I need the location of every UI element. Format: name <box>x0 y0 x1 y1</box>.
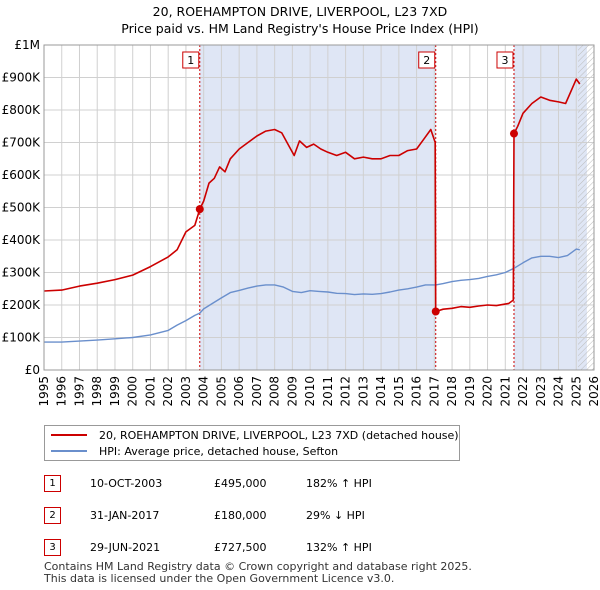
x-tick-label: 2007 <box>250 376 264 407</box>
y-tick-label: £600K <box>2 168 42 182</box>
y-tick-label: £500K <box>2 201 42 215</box>
sale-label-box <box>496 51 514 69</box>
y-tick-label: £400K <box>2 233 42 247</box>
x-tick-label: 2026 <box>587 376 600 407</box>
x-tick-label: 2018 <box>445 376 459 407</box>
x-tick-label: 1998 <box>90 376 104 407</box>
chart-subtitle: Price paid vs. HM Land Registry's House … <box>121 21 479 36</box>
x-tick-label: 2009 <box>285 376 299 407</box>
y-tick-label: £0 <box>25 363 40 377</box>
x-tick-label: 2017 <box>427 376 441 407</box>
sale-price: £180,000 <box>214 509 267 522</box>
sale-date: 10-OCT-2003 <box>90 477 163 490</box>
sale-hpi-change: 29% ↓ HPI <box>306 509 365 522</box>
y-tick-label: £800K <box>2 103 42 117</box>
footer: Contains HM Land Registry data © Crown c… <box>44 561 472 585</box>
x-tick-label: 2004 <box>197 376 211 407</box>
legend-label-property: 20, ROEHAMPTON DRIVE, LIVERPOOL, L23 7XD… <box>99 428 459 442</box>
x-tick-label: 2006 <box>232 376 246 407</box>
y-tick-label: £1M <box>14 38 40 52</box>
x-tick-label: 2011 <box>321 376 335 407</box>
x-tick-label: 2002 <box>161 376 175 407</box>
sale-point <box>431 307 440 316</box>
price-chart: 1 2 3 £0 £100K £200K £300K £400K £500K £600K £700… <box>2 38 600 407</box>
legend-item-property: 20, ROEHAMPTON DRIVE, LIVERPOOL, L23 7XD… <box>51 427 459 443</box>
sale-point <box>509 129 518 138</box>
x-tick-label: 2012 <box>339 376 353 407</box>
sale-row-1: 1 10-OCT-2003 £495,000 182% ↑ HPI <box>44 475 464 495</box>
x-tick-label: 2022 <box>516 376 530 407</box>
sale-row-3: 3 29-JUN-2021 £727,500 132% ↑ HPI <box>44 539 464 559</box>
x-tick-label: 2014 <box>374 376 388 407</box>
y-tick-label: £900K <box>2 71 42 85</box>
sale-number-box: 2 <box>44 507 61 524</box>
legend-swatch-property <box>51 434 87 436</box>
x-tick-label: 2003 <box>179 376 193 407</box>
legend: 20, ROEHAMPTON DRIVE, LIVERPOOL, L23 7XD… <box>44 425 460 461</box>
x-tick-label: 1997 <box>72 376 86 407</box>
series-line-property <box>43 78 581 313</box>
x-tick-label: 2021 <box>498 376 512 407</box>
x-tick-label: 2008 <box>268 376 282 407</box>
x-tick-label: 2005 <box>214 376 228 407</box>
y-tick-label: £200K <box>2 298 42 312</box>
sale-label-number: 1 <box>187 54 194 67</box>
x-tick-label: 2015 <box>392 376 406 407</box>
plot-frame <box>43 44 595 371</box>
sale-price: £495,000 <box>214 477 267 490</box>
x-tick-label: 2001 <box>143 376 157 407</box>
sale-price: £727,500 <box>214 541 267 554</box>
legend-swatch-hpi <box>51 450 87 452</box>
chart-title: 20, ROEHAMPTON DRIVE, LIVERPOOL, L23 7XD <box>152 4 448 19</box>
x-tick-label: 1996 <box>55 376 69 407</box>
sale-label-box <box>182 51 200 69</box>
y-tick-label: £300K <box>2 266 42 280</box>
y-tick-label: £700K <box>2 136 42 150</box>
x-tick-label: 2000 <box>126 376 140 407</box>
sale-row-2: 2 31-JAN-2017 £180,000 29% ↓ HPI <box>44 507 464 527</box>
sale-date: 29-JUN-2021 <box>90 541 161 554</box>
legend-label-hpi: HPI: Average price, detached house, Seft… <box>99 444 339 458</box>
footer-licence: This data is licensed under the Open Gov… <box>44 572 395 585</box>
footer-copyright: Contains HM Land Registry data © Crown c… <box>44 560 472 573</box>
sale-label-number: 3 <box>501 54 508 67</box>
x-tick-label: 1999 <box>108 376 122 407</box>
x-tick-label: 2010 <box>303 376 317 407</box>
sale-number-box: 1 <box>44 475 61 492</box>
sale-date: 31-JAN-2017 <box>90 509 160 522</box>
x-tick-label: 2013 <box>356 376 370 407</box>
sale-hpi-change: 182% ↑ HPI <box>306 477 372 490</box>
x-tick-label: 1995 <box>37 376 51 407</box>
sale-hpi-change: 132% ↑ HPI <box>306 541 372 554</box>
x-tick-label: 2023 <box>534 376 548 407</box>
sale-point <box>195 205 204 214</box>
x-tick-label: 2019 <box>463 376 477 407</box>
x-tick-label: 2025 <box>569 376 583 407</box>
y-tick-label: £100K <box>2 331 42 345</box>
x-tick-label: 2016 <box>410 376 424 407</box>
series-line-hpi <box>44 248 580 343</box>
legend-item-hpi: HPI: Average price, detached house, Seft… <box>51 443 338 459</box>
x-tick-label: 2020 <box>481 376 495 407</box>
sale-label-box <box>418 51 436 69</box>
x-tick-label: 2024 <box>552 376 566 407</box>
sale-number-box: 3 <box>44 539 61 556</box>
sale-label-number: 2 <box>423 54 430 67</box>
